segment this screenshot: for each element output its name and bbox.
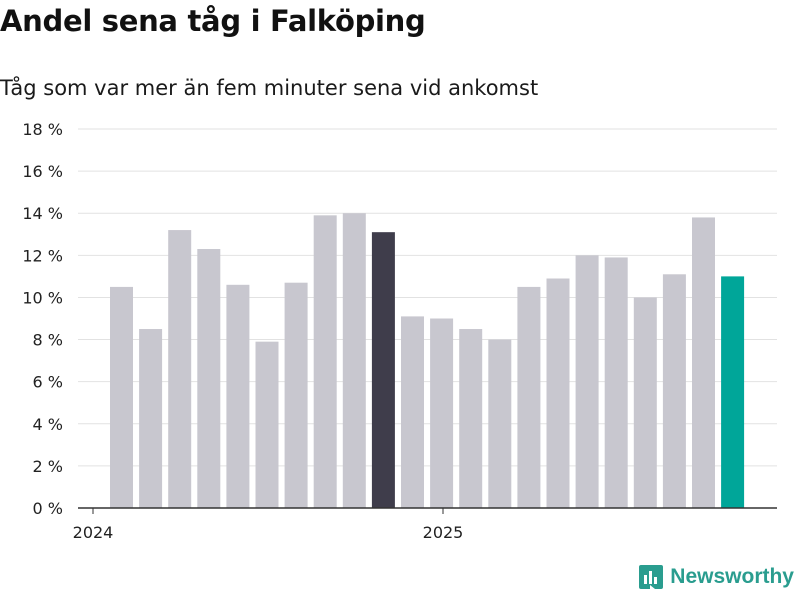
bar-2025-10 <box>721 276 745 508</box>
bar-2024-10 <box>371 232 395 508</box>
bar-2025-03 <box>517 286 541 508</box>
bar-2025-07 <box>633 297 657 508</box>
x-tick-label: 2025 <box>423 523 464 542</box>
bar-2024-11 <box>401 316 424 508</box>
y-tick-label: 14 % <box>22 204 63 223</box>
y-tick-label: 10 % <box>22 288 63 307</box>
y-tick-label: 2 % <box>33 457 63 476</box>
y-tick-label: 8 % <box>33 331 63 350</box>
bar-2024-04 <box>197 249 221 508</box>
bar-2025-05 <box>575 255 599 508</box>
bar-2025-06 <box>604 257 628 508</box>
bar-2025-09 <box>692 217 715 508</box>
bar-2025-08 <box>662 274 686 508</box>
bar-2024-12 <box>430 318 454 508</box>
bar-2024-07 <box>284 282 308 508</box>
chart-subtitle: Tåg som var mer än fem minuter sena vid … <box>0 76 539 100</box>
y-tick-label: 12 % <box>22 246 63 265</box>
brand-logo: Newsworthy <box>638 564 794 590</box>
brand-name: Newsworthy <box>670 565 794 588</box>
y-tick-label: 0 % <box>33 499 63 518</box>
y-tick-label: 16 % <box>22 162 63 181</box>
bar-2024-09 <box>342 213 366 508</box>
y-axis-ticks: 0 % 2 % 4 % 6 % 8 % 10 % 12 % 14 % 16 % 18 % <box>22 120 63 518</box>
y-tick-label: 4 % <box>33 415 63 434</box>
bar-2024-08 <box>313 215 337 509</box>
bar-2024-05 <box>226 284 250 508</box>
x-tick-label: 2024 <box>73 523 114 542</box>
bar-2024-01 <box>110 286 133 508</box>
bar-2024-03 <box>168 230 192 509</box>
bar-2025-01 <box>459 329 483 508</box>
y-tick-label: 18 % <box>22 120 63 139</box>
bar-2025-04 <box>546 278 570 508</box>
bar-2025-02 <box>488 339 512 508</box>
y-tick-label: 6 % <box>33 373 63 392</box>
x-axis-ticks: 2024 2025 <box>73 508 464 542</box>
bars <box>110 213 745 509</box>
bar-2024-02 <box>139 329 163 508</box>
chart-title: Andel sena tåg i Falköping <box>0 4 426 38</box>
bar-2024-06 <box>255 341 279 508</box>
newsworthy-logo-icon <box>639 565 664 589</box>
grid-lines <box>78 128 777 467</box>
